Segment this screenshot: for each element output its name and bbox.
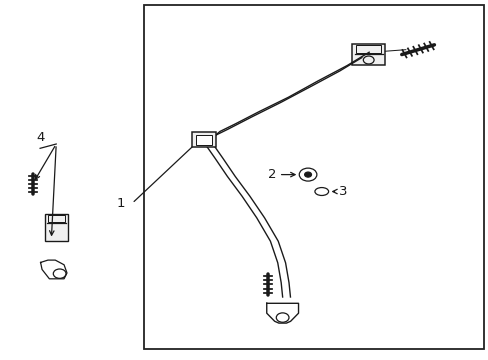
Text: 2: 2 xyxy=(267,168,276,181)
Bar xyxy=(192,132,215,147)
Bar xyxy=(48,215,65,222)
Circle shape xyxy=(304,172,311,177)
Text: 1: 1 xyxy=(116,197,124,210)
Bar xyxy=(355,45,381,53)
Bar xyxy=(351,44,385,65)
Bar xyxy=(196,135,211,145)
Bar xyxy=(144,5,483,349)
Text: 3: 3 xyxy=(338,185,346,198)
Text: 4: 4 xyxy=(36,131,44,144)
Bar xyxy=(45,214,68,241)
